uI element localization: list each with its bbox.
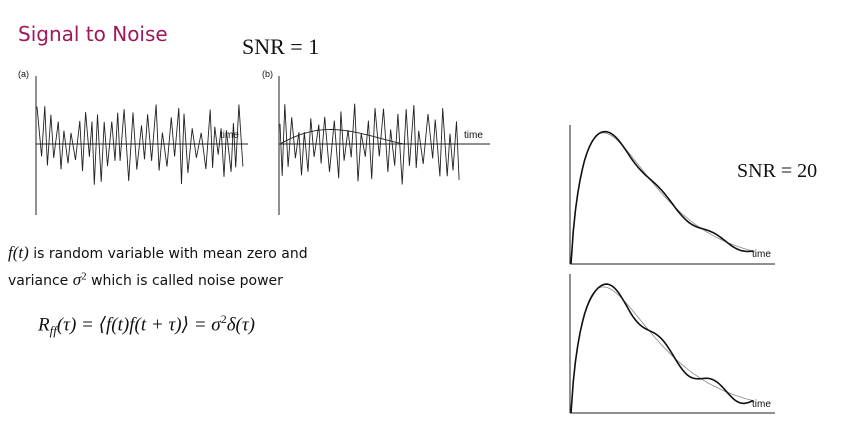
eq-exponent: 2 xyxy=(220,312,227,326)
description-line-2: variance σ2 which is called noise power xyxy=(8,270,283,290)
description-line-1-text: is random variable with mean zero and xyxy=(28,246,308,262)
slide-title: Signal to Noise xyxy=(18,22,168,46)
panel-b-tag: (b) xyxy=(262,69,273,79)
plot-b-underlying-signal xyxy=(279,129,440,145)
panel-a-axis-label: time xyxy=(220,130,239,141)
panel-d-axis-label: time xyxy=(752,399,771,410)
description-line-1: f(t) is random variable with mean zero a… xyxy=(8,243,308,263)
plot-d-true-signal xyxy=(570,286,754,414)
eq-lhs: R xyxy=(38,314,50,336)
eq-body: (τ) = ⟨f(t)f(t + τ)⟩ = σ xyxy=(56,314,221,336)
plot-c-estimate xyxy=(570,130,754,265)
sigma-exponent: 2 xyxy=(81,270,87,283)
function-symbol: f(t) xyxy=(8,243,29,262)
panel-a-tag: (a) xyxy=(18,69,29,79)
eq-subscript: ff xyxy=(49,323,57,339)
snr-low-label: SNR = 1 xyxy=(242,34,320,59)
description-line-2-text: which is called noise power xyxy=(86,273,283,289)
plot-d-estimate xyxy=(570,283,754,414)
autocorrelation-equation: Rff(τ) = ⟨f(t)f(t + τ)⟩ = σ2δ(τ) xyxy=(38,312,255,340)
plot-b-noisy-trace xyxy=(279,103,460,185)
sigma-symbol: σ xyxy=(72,270,82,289)
description-line-2-prefix: variance xyxy=(8,273,73,289)
snr-high-label: SNR = 20 xyxy=(737,160,818,182)
eq-tail: δ(τ) xyxy=(226,314,255,336)
plot-a-noise-trace xyxy=(36,104,244,185)
panel-b-axis-label: time xyxy=(464,130,483,141)
panel-c-axis-label: time xyxy=(752,249,771,260)
